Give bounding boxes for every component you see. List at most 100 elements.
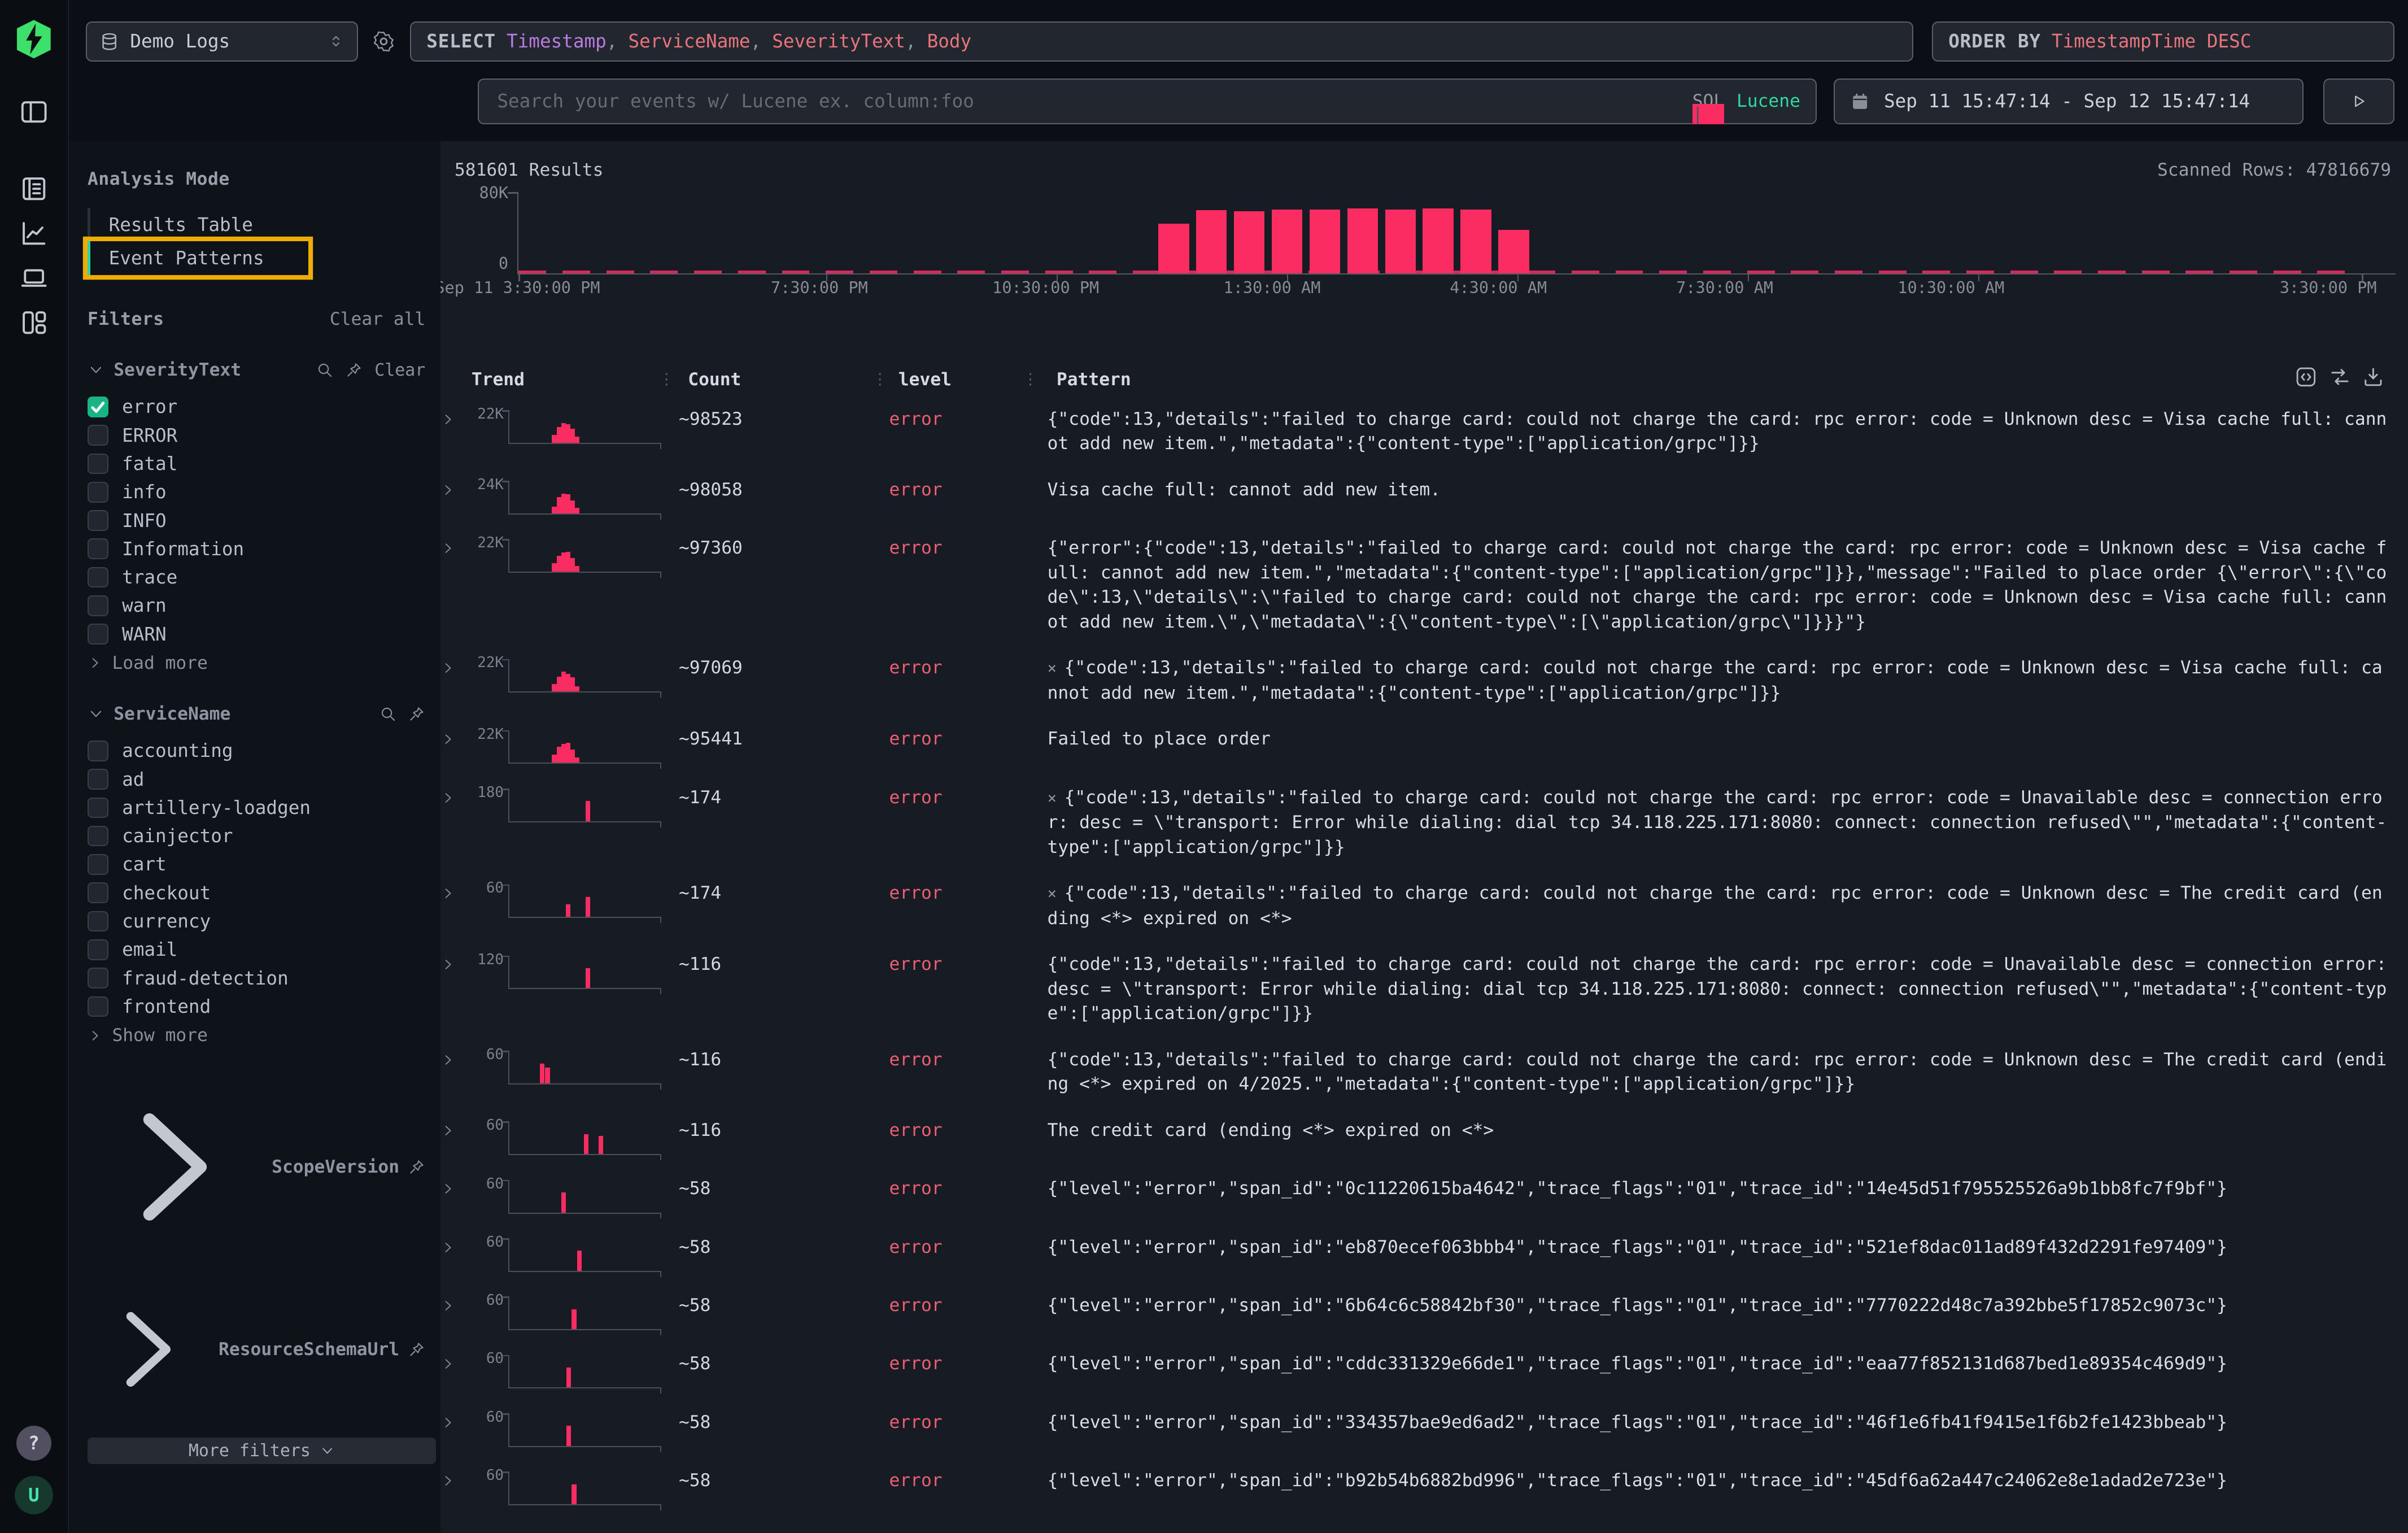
checkbox-icon[interactable] bbox=[87, 911, 108, 932]
chevron-down-icon[interactable] bbox=[88, 705, 104, 722]
expand-row-icon[interactable] bbox=[440, 1473, 456, 1488]
filter-option-fatal[interactable]: fatal bbox=[87, 450, 425, 478]
source-select[interactable]: Demo Logs bbox=[86, 21, 358, 62]
pattern-row[interactable]: 22K ~97069 error × {"code":13,"details":"fai… bbox=[440, 645, 2408, 716]
chevron-down-icon[interactable] bbox=[88, 362, 104, 378]
pattern-row[interactable]: 60 ~58 error {"level":"error","span_id":"6b… bbox=[440, 1283, 2408, 1341]
checkbox-icon[interactable] bbox=[87, 538, 108, 560]
checkbox-icon[interactable] bbox=[87, 882, 108, 904]
filter-group-severitytext[interactable]: SeverityText Clear bbox=[88, 360, 425, 380]
column-header-trend[interactable]: Trend ⋮ bbox=[471, 369, 674, 390]
pattern-row[interactable]: 60 ~174 error × {"code":13,"details":"failed… bbox=[440, 870, 2408, 942]
filter-option-fraud-detection[interactable]: fraud-detection bbox=[87, 964, 425, 992]
expand-row-icon[interactable] bbox=[440, 1123, 456, 1138]
expand-row-icon[interactable] bbox=[440, 1181, 456, 1196]
filter-option-info[interactable]: info bbox=[87, 478, 425, 506]
pattern-row[interactable]: 60 ~58 error {"level":"error","span_id":"b9… bbox=[440, 1458, 2408, 1516]
expand-row-icon[interactable] bbox=[440, 1298, 456, 1313]
filter-option-error[interactable]: error bbox=[87, 393, 425, 421]
dashboards-icon[interactable] bbox=[19, 307, 49, 338]
pin-icon[interactable] bbox=[346, 362, 363, 378]
load-more-severity[interactable]: Load more bbox=[88, 653, 425, 673]
search-icon[interactable] bbox=[379, 705, 396, 722]
filter-group-servicename[interactable]: ServiceName bbox=[88, 704, 425, 724]
filter-option-frontend[interactable]: frontend bbox=[87, 992, 425, 1021]
download-icon[interactable] bbox=[2362, 365, 2385, 389]
filter-option-cart[interactable]: cart bbox=[87, 850, 425, 878]
time-range-picker[interactable]: Sep 11 15:47:14 - Sep 12 15:47:14 bbox=[1834, 78, 2304, 125]
pattern-row[interactable]: 60 ~58 error {"level":"error","span_id":"33… bbox=[440, 1399, 2408, 1457]
checkbox-icon[interactable] bbox=[87, 939, 108, 960]
expand-row-icon[interactable] bbox=[440, 541, 456, 556]
pin-icon[interactable] bbox=[408, 1341, 425, 1358]
arrange-columns-icon[interactable] bbox=[2328, 365, 2352, 389]
expand-row-icon[interactable] bbox=[440, 1356, 456, 1371]
filter-option-ad[interactable]: ad bbox=[87, 765, 425, 793]
expand-row-icon[interactable] bbox=[440, 1415, 456, 1430]
checkbox-icon[interactable] bbox=[87, 968, 108, 988]
filter-group-scopeversion[interactable]: ScopeVersion bbox=[88, 1079, 425, 1255]
checkbox-icon[interactable] bbox=[87, 510, 108, 531]
pattern-row[interactable]: 22K ~95441 error Failed to place order bbox=[440, 716, 2408, 774]
sessions-icon[interactable] bbox=[19, 263, 49, 293]
histogram-bar[interactable] bbox=[1158, 223, 1189, 274]
checkbox-icon[interactable] bbox=[87, 996, 108, 1017]
search-icon[interactable] bbox=[316, 362, 333, 378]
clear-severity-button[interactable]: Clear bbox=[374, 360, 426, 380]
histogram-bar[interactable] bbox=[1347, 208, 1379, 274]
search-input[interactable] bbox=[494, 89, 1692, 114]
clear-all-filters-button[interactable]: Clear all bbox=[329, 309, 426, 330]
histogram-bar[interactable] bbox=[1233, 211, 1265, 274]
pattern-row[interactable]: 120 ~116 error {"code":13,"details":"failed… bbox=[440, 942, 2408, 1037]
pattern-row[interactable]: 60 ~58 error {"level":"error","span_id":"cd… bbox=[440, 1341, 2408, 1399]
checkbox-icon[interactable] bbox=[87, 797, 108, 818]
pattern-row[interactable]: 60 ~58 error {"level":"error","span_id":"eb… bbox=[440, 1225, 2408, 1283]
column-grip-icon[interactable]: ⋮ bbox=[1023, 371, 1039, 389]
hyperdx-logo-icon[interactable] bbox=[16, 20, 51, 59]
expand-row-icon[interactable] bbox=[440, 1052, 456, 1068]
pattern-row[interactable]: 60 ~58 error {"level":"error","span_id":"0c… bbox=[440, 1166, 2408, 1224]
show-more-services[interactable]: Show more bbox=[88, 1025, 425, 1046]
avatar[interactable]: U bbox=[14, 1476, 53, 1515]
checkbox-icon[interactable] bbox=[87, 769, 108, 790]
toggle-sidebar-icon[interactable] bbox=[19, 97, 49, 127]
pattern-row[interactable]: 22K ~97360 error {"error":{"code":13,"detai… bbox=[440, 525, 2408, 645]
checkbox-icon[interactable] bbox=[87, 481, 108, 503]
select-query-input[interactable]: SELECT Timestamp, ServiceName, SeverityTex… bbox=[410, 21, 1914, 62]
pattern-row[interactable]: 180 ~174 error × {"code":13,"details":"faile… bbox=[440, 775, 2408, 871]
source-settings-button[interactable] bbox=[358, 21, 410, 62]
expand-row-icon[interactable] bbox=[440, 412, 456, 427]
filter-option-INFO[interactable]: INFO bbox=[87, 506, 425, 534]
filter-option-ERROR[interactable]: ERROR bbox=[87, 421, 425, 449]
run-query-button[interactable] bbox=[2323, 78, 2394, 125]
help-button[interactable]: ? bbox=[16, 1425, 52, 1461]
analysis-mode-event-patterns[interactable]: Event Patterns bbox=[87, 241, 308, 276]
checkbox-icon[interactable] bbox=[87, 425, 108, 446]
filter-option-cainjector[interactable]: cainjector bbox=[87, 822, 425, 850]
code-view-icon[interactable] bbox=[2294, 365, 2318, 389]
histogram-bar[interactable] bbox=[1385, 209, 1416, 274]
filter-option-Information[interactable]: Information bbox=[87, 535, 425, 563]
expand-row-icon[interactable] bbox=[440, 482, 456, 498]
checkbox-icon[interactable] bbox=[87, 595, 108, 616]
histogram-bar[interactable] bbox=[1423, 208, 1454, 274]
filter-option-email[interactable]: email bbox=[87, 935, 425, 964]
checkbox-icon[interactable] bbox=[87, 854, 108, 875]
checkbox-icon[interactable] bbox=[87, 453, 108, 474]
filter-option-currency[interactable]: currency bbox=[87, 907, 425, 935]
checkbox-icon[interactable] bbox=[87, 567, 108, 588]
chart-explorer-icon[interactable] bbox=[19, 218, 49, 249]
expand-row-icon[interactable] bbox=[440, 790, 456, 805]
results-histogram[interactable] bbox=[508, 191, 2396, 281]
column-header-pattern[interactable]: Pattern bbox=[1056, 369, 1131, 390]
pin-icon[interactable] bbox=[408, 1159, 425, 1175]
column-grip-icon[interactable]: ⋮ bbox=[872, 371, 888, 389]
column-header-count[interactable]: Count ⋮ bbox=[688, 369, 888, 390]
expand-row-icon[interactable] bbox=[440, 1240, 456, 1255]
histogram-bar[interactable] bbox=[1498, 229, 1529, 274]
filter-option-trace[interactable]: trace bbox=[87, 563, 425, 591]
expand-row-icon[interactable] bbox=[440, 886, 456, 901]
filter-option-artillery-loadgen[interactable]: artillery-loadgen bbox=[87, 794, 425, 822]
mode-lucene-toggle[interactable]: Lucene bbox=[1736, 91, 1800, 112]
checkbox-icon[interactable] bbox=[87, 624, 108, 644]
